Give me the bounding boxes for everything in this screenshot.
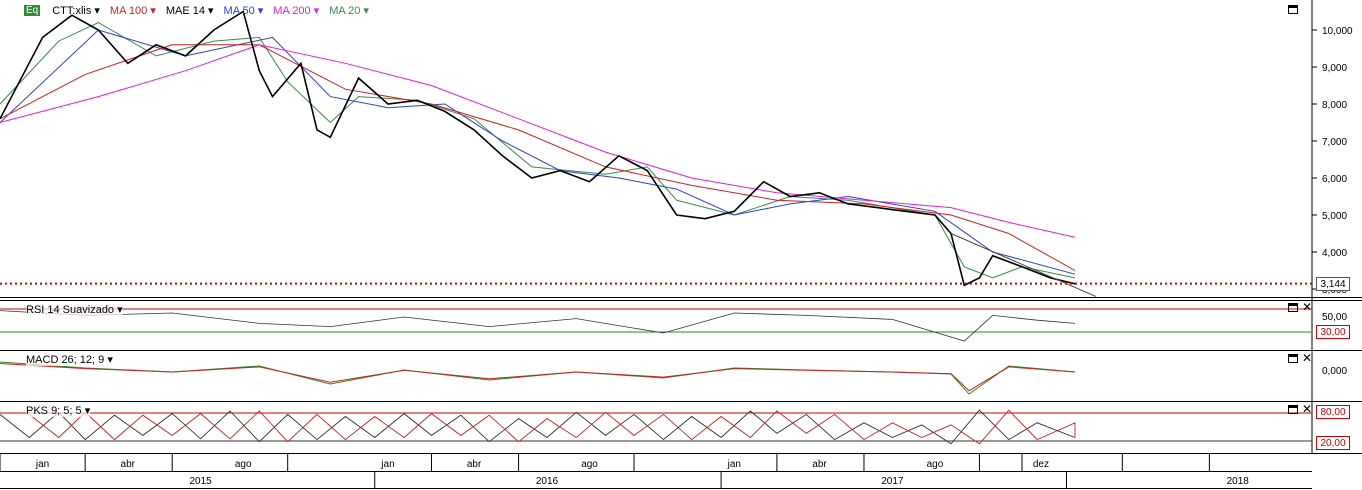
year-label: 2017 bbox=[881, 476, 904, 487]
month-label: abr bbox=[121, 459, 136, 470]
year-label: 2015 bbox=[189, 476, 212, 487]
trendline bbox=[950, 233, 1096, 297]
legend-mae14[interactable]: MAE 14 ▾ bbox=[165, 5, 214, 17]
macd-signal-line bbox=[0, 363, 1076, 392]
month-label: ago bbox=[235, 459, 252, 470]
month-label: dez bbox=[1033, 459, 1049, 470]
month-label: jan bbox=[35, 459, 49, 470]
legend-instrument[interactable]: CTT:xlis ▾ bbox=[52, 5, 100, 17]
pks-d-line bbox=[29, 409, 1076, 445]
close-macd-icon[interactable]: ✕ bbox=[1302, 351, 1313, 365]
month-label: ago bbox=[927, 459, 944, 470]
maximize-pks-button[interactable] bbox=[1288, 405, 1298, 414]
month-label: abr bbox=[812, 459, 827, 470]
series-ma-20 bbox=[0, 22, 1076, 279]
legend-ma50[interactable]: MA 50 ▾ bbox=[223, 5, 264, 17]
legend-ma100[interactable]: MA 100 ▾ bbox=[109, 5, 156, 17]
year-label: 2018 bbox=[1227, 476, 1250, 487]
legend: Eq CTT:xlis ▾ MA 100 ▾ MAE 14 ▾ MA 50 ▾ … bbox=[24, 4, 369, 17]
price-tick-label: 5,000 bbox=[1322, 211, 1347, 222]
macd-label[interactable]: MACD 26; 12; 9 ▾ bbox=[26, 353, 113, 366]
pks-label[interactable]: PKS 9; 5; 5 ▾ bbox=[26, 404, 91, 417]
pks-k-line bbox=[0, 409, 1076, 445]
macd-tick: 0,000 bbox=[1322, 366, 1348, 377]
macd-line bbox=[0, 361, 1076, 395]
rsi-label[interactable]: RSI 14 Suavizado ▾ bbox=[26, 303, 123, 316]
close-pks-icon[interactable]: ✕ bbox=[1302, 402, 1313, 416]
year-label: 2016 bbox=[536, 476, 559, 487]
legend-ma200[interactable]: MA 200 ▾ bbox=[273, 5, 320, 17]
rsi-line bbox=[0, 310, 1076, 342]
series-ma-50 bbox=[0, 29, 1076, 275]
legend-ma20[interactable]: MA 20 ▾ bbox=[329, 5, 369, 17]
month-label: abr bbox=[467, 459, 482, 470]
close-rsi-icon[interactable]: ✕ bbox=[1302, 300, 1313, 314]
month-label: jan bbox=[380, 459, 394, 470]
price-tick-label: 8,000 bbox=[1322, 100, 1347, 111]
price-tick-label: 6,000 bbox=[1322, 174, 1347, 185]
price-tick-label: 9,000 bbox=[1322, 63, 1347, 74]
last-price-box: 3,144 bbox=[1316, 277, 1350, 291]
price-tick-label: 4,000 bbox=[1322, 248, 1347, 259]
series-ma-200 bbox=[0, 44, 1076, 238]
month-label: jan bbox=[727, 459, 741, 470]
maximize-rsi-button[interactable] bbox=[1288, 303, 1298, 312]
maximize-macd-button[interactable] bbox=[1288, 354, 1298, 363]
series-price bbox=[0, 10, 1076, 287]
pks-level-20: 20,00 bbox=[1316, 436, 1350, 450]
series-ma-100 bbox=[0, 44, 1076, 271]
instrument-icon[interactable]: Eq bbox=[24, 5, 41, 16]
rsi-level-30: 30,00 bbox=[1316, 325, 1350, 339]
month-label: ago bbox=[581, 459, 598, 470]
maximize-main-button[interactable] bbox=[1288, 5, 1298, 14]
price-tick-label: 10,000 bbox=[1322, 26, 1353, 37]
rsi-tick: 50,00 bbox=[1322, 312, 1348, 323]
price-tick-label: 7,000 bbox=[1322, 137, 1347, 148]
pks-level-80: 80,00 bbox=[1316, 405, 1350, 419]
